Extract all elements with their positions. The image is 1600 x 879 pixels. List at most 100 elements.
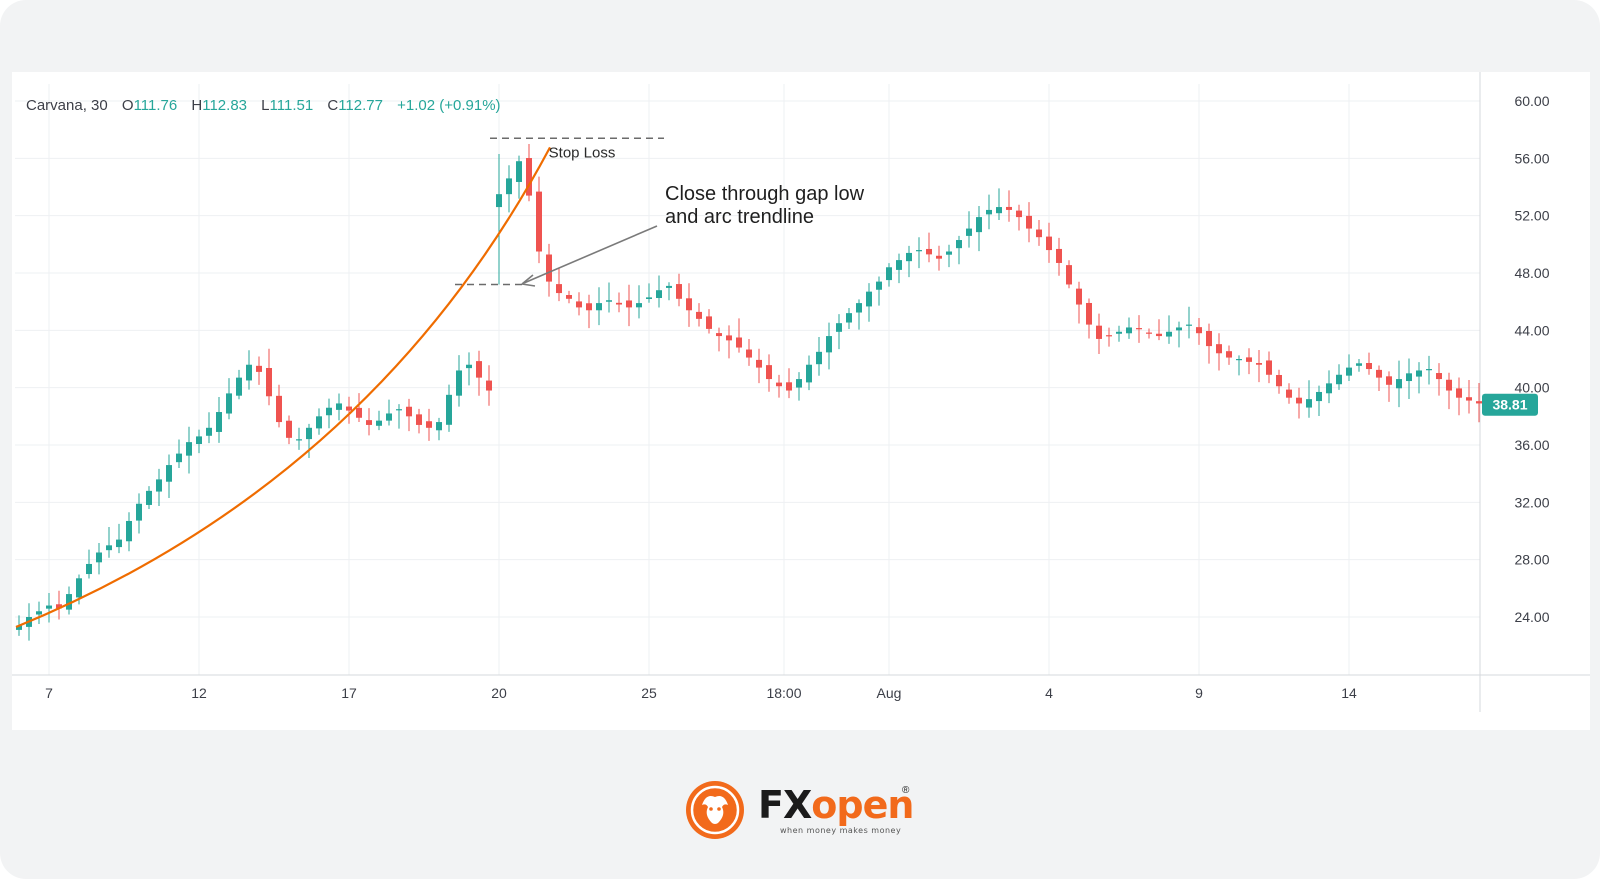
- candle-body: [706, 316, 712, 329]
- open-value: 111.76: [133, 97, 178, 114]
- last-price-badge: [1482, 393, 1538, 416]
- candle-body: [106, 545, 112, 551]
- candle-body: [396, 409, 402, 411]
- price-tick-label: 40.00: [1514, 380, 1549, 396]
- candle-body: [936, 255, 942, 259]
- candle-body: [46, 605, 52, 609]
- candle-body: [1466, 397, 1472, 401]
- candle-body: [1216, 344, 1222, 354]
- candle-body: [166, 465, 172, 482]
- candle-body: [236, 377, 242, 396]
- arc-trendline: [15, 146, 551, 629]
- candle-body: [1296, 397, 1302, 404]
- low-value: 111.51: [269, 97, 314, 114]
- candle-body: [186, 442, 192, 456]
- candle-body: [1476, 401, 1482, 404]
- candle-body: [556, 284, 562, 294]
- candle-body: [486, 380, 492, 391]
- time-tick-label: Aug: [877, 685, 902, 701]
- candle-body: [1266, 360, 1272, 375]
- candle-body: [216, 412, 222, 432]
- brand-wordmark: FXopen: [758, 783, 914, 827]
- candle-body: [946, 251, 952, 255]
- price-tick-label: 32.00: [1514, 494, 1549, 510]
- candle-body: [86, 563, 92, 575]
- candle-body: [426, 421, 432, 428]
- candle-body: [476, 361, 482, 378]
- candle-body: [1346, 367, 1352, 376]
- candle-body: [526, 158, 532, 196]
- candle-body: [246, 364, 252, 381]
- candle-body: [126, 520, 132, 542]
- candle-body: [136, 503, 142, 521]
- time-tick-label: 9: [1195, 685, 1203, 701]
- candle-body: [356, 407, 362, 418]
- candle-body: [756, 359, 762, 368]
- candle-body: [1366, 363, 1372, 370]
- candle-body: [586, 303, 592, 311]
- candle-body: [1006, 206, 1012, 210]
- fxopen-logo[interactable]: FXopen ® when money makes money: [684, 779, 924, 845]
- candle-body: [686, 298, 692, 311]
- candle-body: [266, 367, 272, 397]
- candle-body: [1116, 331, 1122, 334]
- candle-body: [906, 252, 912, 262]
- candle-body: [746, 349, 752, 358]
- candle-body: [1166, 331, 1172, 337]
- candle-body: [536, 191, 542, 252]
- candle-body: [836, 323, 842, 332]
- candle-body: [146, 490, 152, 505]
- candle-body: [1176, 327, 1182, 331]
- candle-body: [1136, 328, 1142, 330]
- candle-body: [116, 539, 122, 548]
- stop-loss-label: Stop Loss: [549, 144, 616, 161]
- candle-body: [1236, 359, 1242, 361]
- candle-body: [786, 382, 792, 391]
- candle-body: [916, 250, 922, 252]
- candle-body: [206, 427, 212, 436]
- candle-body: [1096, 325, 1102, 339]
- candle-body: [1426, 369, 1432, 371]
- candle-body: [36, 611, 42, 615]
- candle-body: [876, 281, 882, 290]
- candle-body: [346, 406, 352, 411]
- candle-body: [1046, 236, 1052, 251]
- candle-body: [1256, 363, 1262, 365]
- candle-body: [1246, 357, 1252, 362]
- candle-body: [696, 311, 702, 319]
- candle-body: [766, 365, 772, 380]
- candle-body: [1456, 388, 1462, 398]
- candle-body: [996, 207, 1002, 214]
- price-tick-label: 56.00: [1514, 150, 1549, 166]
- time-tick-label: 14: [1341, 685, 1357, 701]
- candle-body: [1416, 370, 1422, 377]
- candle-body: [976, 217, 982, 233]
- low-key: L: [261, 97, 270, 114]
- candle-body: [726, 335, 732, 341]
- candle-body: [1016, 210, 1022, 218]
- candlestick-chart[interactable]: 60.00 56.00 52.00 48.00 44.00 40.00 36.00 32.00…: [12, 72, 1590, 730]
- candle-body: [436, 422, 442, 431]
- candle-body: [386, 413, 392, 421]
- time-tick-label: 18:00: [766, 685, 801, 701]
- time-tick-label: 17: [341, 685, 357, 701]
- candle-body: [1206, 331, 1212, 347]
- candle-body: [826, 336, 832, 353]
- candle-body: [16, 625, 22, 630]
- candle-body: [506, 178, 512, 195]
- candle-body: [516, 161, 522, 182]
- candle-body: [56, 604, 62, 609]
- candle-body: [226, 393, 232, 414]
- candle-body: [376, 420, 382, 426]
- candle-body: [1036, 229, 1042, 238]
- candle-body: [366, 420, 372, 425]
- candle-body: [1446, 379, 1452, 391]
- candle-body: [546, 254, 552, 282]
- candle-body: [626, 300, 632, 308]
- candle-body: [76, 578, 82, 598]
- brand-open: open: [811, 783, 914, 827]
- callout-arrow-line: [523, 225, 658, 284]
- candle-body: [576, 301, 582, 308]
- candle-body: [926, 248, 932, 255]
